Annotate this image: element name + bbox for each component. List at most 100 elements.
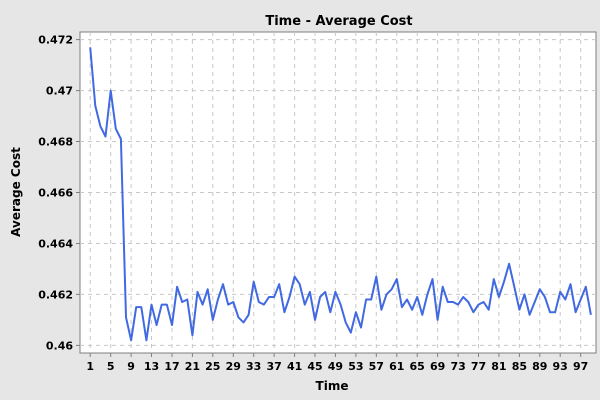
data-point	[503, 281, 505, 283]
data-point	[304, 303, 306, 305]
data-point	[288, 296, 290, 298]
x-tick-label: 17	[164, 360, 179, 373]
data-point	[319, 296, 321, 298]
data-point	[207, 288, 209, 290]
data-point	[125, 316, 127, 318]
series-line	[89, 47, 592, 342]
data-point	[140, 306, 142, 308]
data-point	[222, 283, 224, 285]
data-point	[431, 278, 433, 280]
data-point	[278, 283, 280, 285]
data-point	[396, 278, 398, 280]
data-point	[339, 303, 341, 305]
data-point	[472, 311, 474, 313]
data-point	[564, 298, 566, 300]
x-tick-label: 85	[512, 360, 527, 373]
data-point	[299, 283, 301, 285]
grid-lines	[80, 32, 596, 353]
y-tick-label: 0.472	[38, 34, 73, 47]
data-point	[528, 314, 530, 316]
series-layer	[89, 46, 592, 342]
data-point	[360, 326, 362, 328]
data-point	[508, 263, 510, 265]
x-tick-label: 33	[246, 360, 261, 373]
data-point	[390, 288, 392, 290]
data-point	[110, 89, 112, 91]
data-point	[426, 293, 428, 295]
data-point	[130, 339, 132, 341]
chart-title: Time - Average Cost	[265, 14, 412, 29]
data-point	[574, 311, 576, 313]
data-point	[442, 286, 444, 288]
x-tick-label: 49	[328, 360, 343, 373]
data-point	[232, 301, 234, 303]
data-point	[421, 314, 423, 316]
x-tick-label: 69	[430, 360, 445, 373]
x-tick-label: 29	[226, 360, 241, 373]
data-point	[452, 301, 454, 303]
data-point	[186, 298, 188, 300]
data-point	[457, 303, 459, 305]
data-point	[350, 331, 352, 333]
data-point	[498, 296, 500, 298]
data-point	[237, 316, 239, 318]
data-point	[539, 288, 541, 290]
data-point	[247, 314, 249, 316]
data-point	[89, 46, 91, 48]
data-point	[544, 296, 546, 298]
x-tick-label: 81	[491, 360, 506, 373]
x-tick-label: 65	[410, 360, 425, 373]
data-point	[493, 278, 495, 280]
x-tick-label: 41	[287, 360, 302, 373]
data-point	[482, 301, 484, 303]
data-point	[580, 298, 582, 300]
x-tick-label: 25	[205, 360, 220, 373]
data-point	[145, 339, 147, 341]
data-point	[518, 309, 520, 311]
data-point	[181, 301, 183, 303]
data-point	[585, 286, 587, 288]
data-point	[324, 291, 326, 293]
data-point	[201, 303, 203, 305]
y-tick-label: 0.466	[38, 187, 73, 200]
data-point	[329, 311, 331, 313]
x-tick-label: 13	[144, 360, 159, 373]
data-point	[135, 306, 137, 308]
x-tick-label: 1	[86, 360, 94, 373]
data-point	[293, 275, 295, 277]
data-point	[120, 138, 122, 140]
x-tick-label: 5	[107, 360, 115, 373]
data-point	[559, 291, 561, 293]
y-tick-label: 0.46	[46, 339, 73, 352]
x-tick-label: 89	[532, 360, 547, 373]
x-tick-label: 37	[266, 360, 281, 373]
data-point	[447, 301, 449, 303]
data-point	[166, 303, 168, 305]
data-point	[242, 321, 244, 323]
data-point	[155, 324, 157, 326]
data-point	[523, 293, 525, 295]
x-tick-label: 57	[369, 360, 384, 373]
x-axis-label: Time	[316, 379, 349, 393]
data-point	[590, 314, 592, 316]
data-point	[370, 298, 372, 300]
data-point	[488, 309, 490, 311]
data-point	[380, 309, 382, 311]
y-tick-label: 0.47	[46, 85, 73, 98]
data-point	[268, 296, 270, 298]
data-point	[416, 296, 418, 298]
data-point	[263, 303, 265, 305]
data-point	[534, 301, 536, 303]
y-axis-label: Average Cost	[9, 147, 23, 237]
x-tick-label: 53	[348, 360, 363, 373]
y-tick-label: 0.462	[38, 288, 73, 301]
data-point	[258, 301, 260, 303]
data-point	[171, 324, 173, 326]
data-point	[467, 301, 469, 303]
data-point	[191, 334, 193, 336]
data-point	[253, 281, 255, 283]
data-point	[554, 311, 556, 313]
data-point	[375, 275, 377, 277]
data-point	[401, 306, 403, 308]
